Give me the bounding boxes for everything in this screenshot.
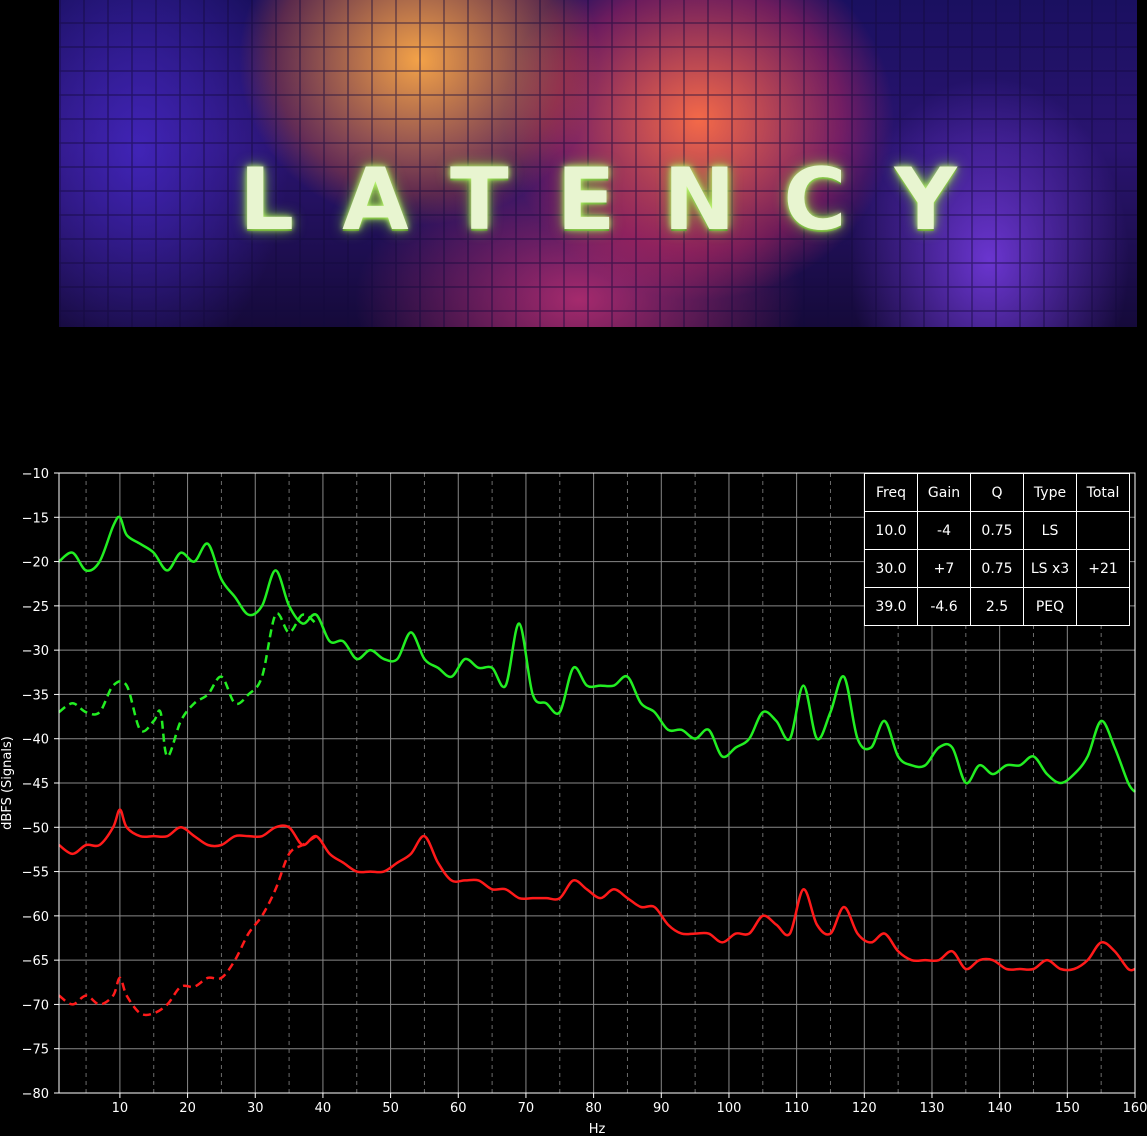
x-axis-label: Hz [589,1122,606,1136]
y-tick-label: −45 [22,777,49,792]
x-tick-label: 70 [518,1101,535,1116]
y-tick-label: −50 [22,821,49,836]
y-tick-label: −15 [22,511,49,526]
table-row: 10.0 -4 0.75 LS [864,511,1130,550]
cell-freq: 30.0 [864,549,918,588]
x-tick-label: 80 [585,1101,602,1116]
x-tick-label: 10 [112,1101,129,1116]
y-tick-label: −35 [22,688,49,703]
header-total: Total [1076,473,1130,512]
y-axis-label: dBFS (Signals) [0,736,15,830]
cell-freq: 39.0 [864,587,918,626]
series-line-red-solid [58,808,1136,972]
eq-settings-table: Freq Gain Q Type Total 10.0 -4 0.75 LS 3… [864,473,1130,626]
y-tick-label: −30 [22,644,49,659]
cell-total [1076,511,1130,550]
y-tick-label: −80 [22,1087,49,1102]
cell-type: LS [1023,511,1077,550]
cell-freq: 10.0 [864,511,918,550]
album-poster: LATENCY [59,0,1137,327]
y-tick-label: −40 [22,733,49,748]
x-tick-label: 30 [247,1101,264,1116]
x-tick-label: 110 [784,1101,809,1116]
cell-q: 0.75 [970,549,1024,588]
header-gain: Gain [917,473,971,512]
x-tick-label: 50 [382,1101,399,1116]
tick-labels: 10 20 30 40 50 60 70 80 90 100 110 120 130 140 150 160 −… [22,467,1147,1116]
poster-grid-pattern [59,0,1137,327]
x-tick-label: 100 [717,1101,742,1116]
header-type: Type [1023,473,1077,512]
y-tick-label: −60 [22,910,49,925]
table-row: 30.0 +7 0.75 LS x3 +21 [864,549,1130,588]
series-line-green-solid [58,515,1136,793]
cell-q: 2.5 [970,587,1024,626]
x-tick-label: 160 [1123,1101,1147,1116]
y-tick-label: −70 [22,998,49,1013]
x-tick-label: 150 [1055,1101,1080,1116]
cell-gain: -4 [917,511,971,550]
header-q: Q [970,473,1024,512]
series-line-green-dashed [58,612,317,758]
cell-gain: +7 [917,549,971,588]
cell-gain: -4.6 [917,587,971,626]
y-tick-label: −75 [22,1043,49,1058]
x-tick-label: 40 [315,1101,332,1116]
y-tick-label: −55 [22,866,49,881]
x-tick-label: 60 [450,1101,467,1116]
x-tick-label: 140 [987,1101,1012,1116]
header-freq: Freq [864,473,918,512]
poster-title: LATENCY [239,150,1005,250]
cell-type: PEQ [1023,587,1077,626]
x-tick-label: 90 [653,1101,670,1116]
x-tick-label: 20 [179,1101,196,1116]
x-tick-label: 120 [852,1101,877,1116]
series-layer [58,515,1136,1017]
table-row: 39.0 -4.6 2.5 PEQ [864,587,1130,626]
y-tick-label: −65 [22,954,49,969]
y-tick-label: −20 [22,556,49,571]
cell-total: +21 [1076,549,1130,588]
x-tick-label: 130 [920,1101,945,1116]
series-line-red-dashed [58,835,317,1017]
cell-total [1076,587,1130,626]
cell-type: LS x3 [1023,549,1077,588]
y-tick-label: −10 [22,467,49,482]
y-tick-label: −25 [22,600,49,615]
table-header-row: Freq Gain Q Type Total [864,473,1130,512]
cell-q: 0.75 [970,511,1024,550]
